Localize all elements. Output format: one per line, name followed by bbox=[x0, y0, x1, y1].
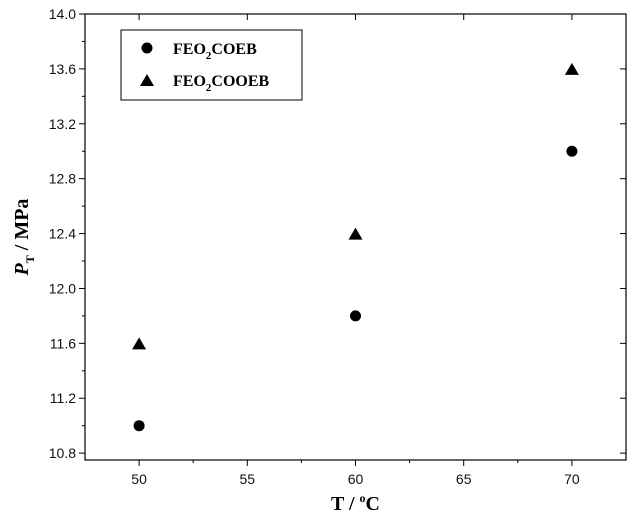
y-tick-label: 13.6 bbox=[49, 61, 76, 77]
y-tick-label: 10.8 bbox=[49, 445, 76, 461]
y-tick-label: 11.2 bbox=[50, 390, 76, 406]
data-point-series-2 bbox=[132, 337, 146, 349]
x-axis-title: T / oC bbox=[331, 491, 380, 515]
legend-marker-circle bbox=[142, 43, 153, 54]
y-axis-title: PT / MPa bbox=[11, 199, 37, 277]
x-tick-label: 60 bbox=[348, 471, 364, 487]
data-point-series-1 bbox=[134, 420, 145, 431]
x-tick-label: 50 bbox=[131, 471, 147, 487]
y-tick-label: 12.0 bbox=[49, 280, 76, 296]
x-tick-label: 70 bbox=[564, 471, 580, 487]
y-tick-label: 13.2 bbox=[49, 116, 76, 132]
data-point-series-2 bbox=[349, 228, 363, 240]
y-tick-label: 12.8 bbox=[49, 171, 76, 187]
y-tick-label: 14.0 bbox=[49, 6, 76, 22]
x-tick-label: 55 bbox=[240, 471, 256, 487]
legend: FEO2COEB FEO2COOEB bbox=[121, 30, 302, 100]
data-point-series-1 bbox=[566, 146, 577, 157]
data-points bbox=[132, 63, 579, 431]
y-tick-label: 12.4 bbox=[49, 226, 76, 242]
data-point-series-1 bbox=[350, 310, 361, 321]
y-tick-label: 11.6 bbox=[50, 335, 76, 351]
x-tick-label: 65 bbox=[456, 471, 472, 487]
data-point-series-2 bbox=[565, 63, 579, 75]
